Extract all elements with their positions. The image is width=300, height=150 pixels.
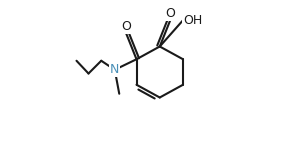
Text: N: N	[110, 63, 119, 76]
Text: O: O	[165, 7, 175, 20]
Text: OH: OH	[183, 14, 202, 27]
Text: O: O	[121, 20, 131, 33]
